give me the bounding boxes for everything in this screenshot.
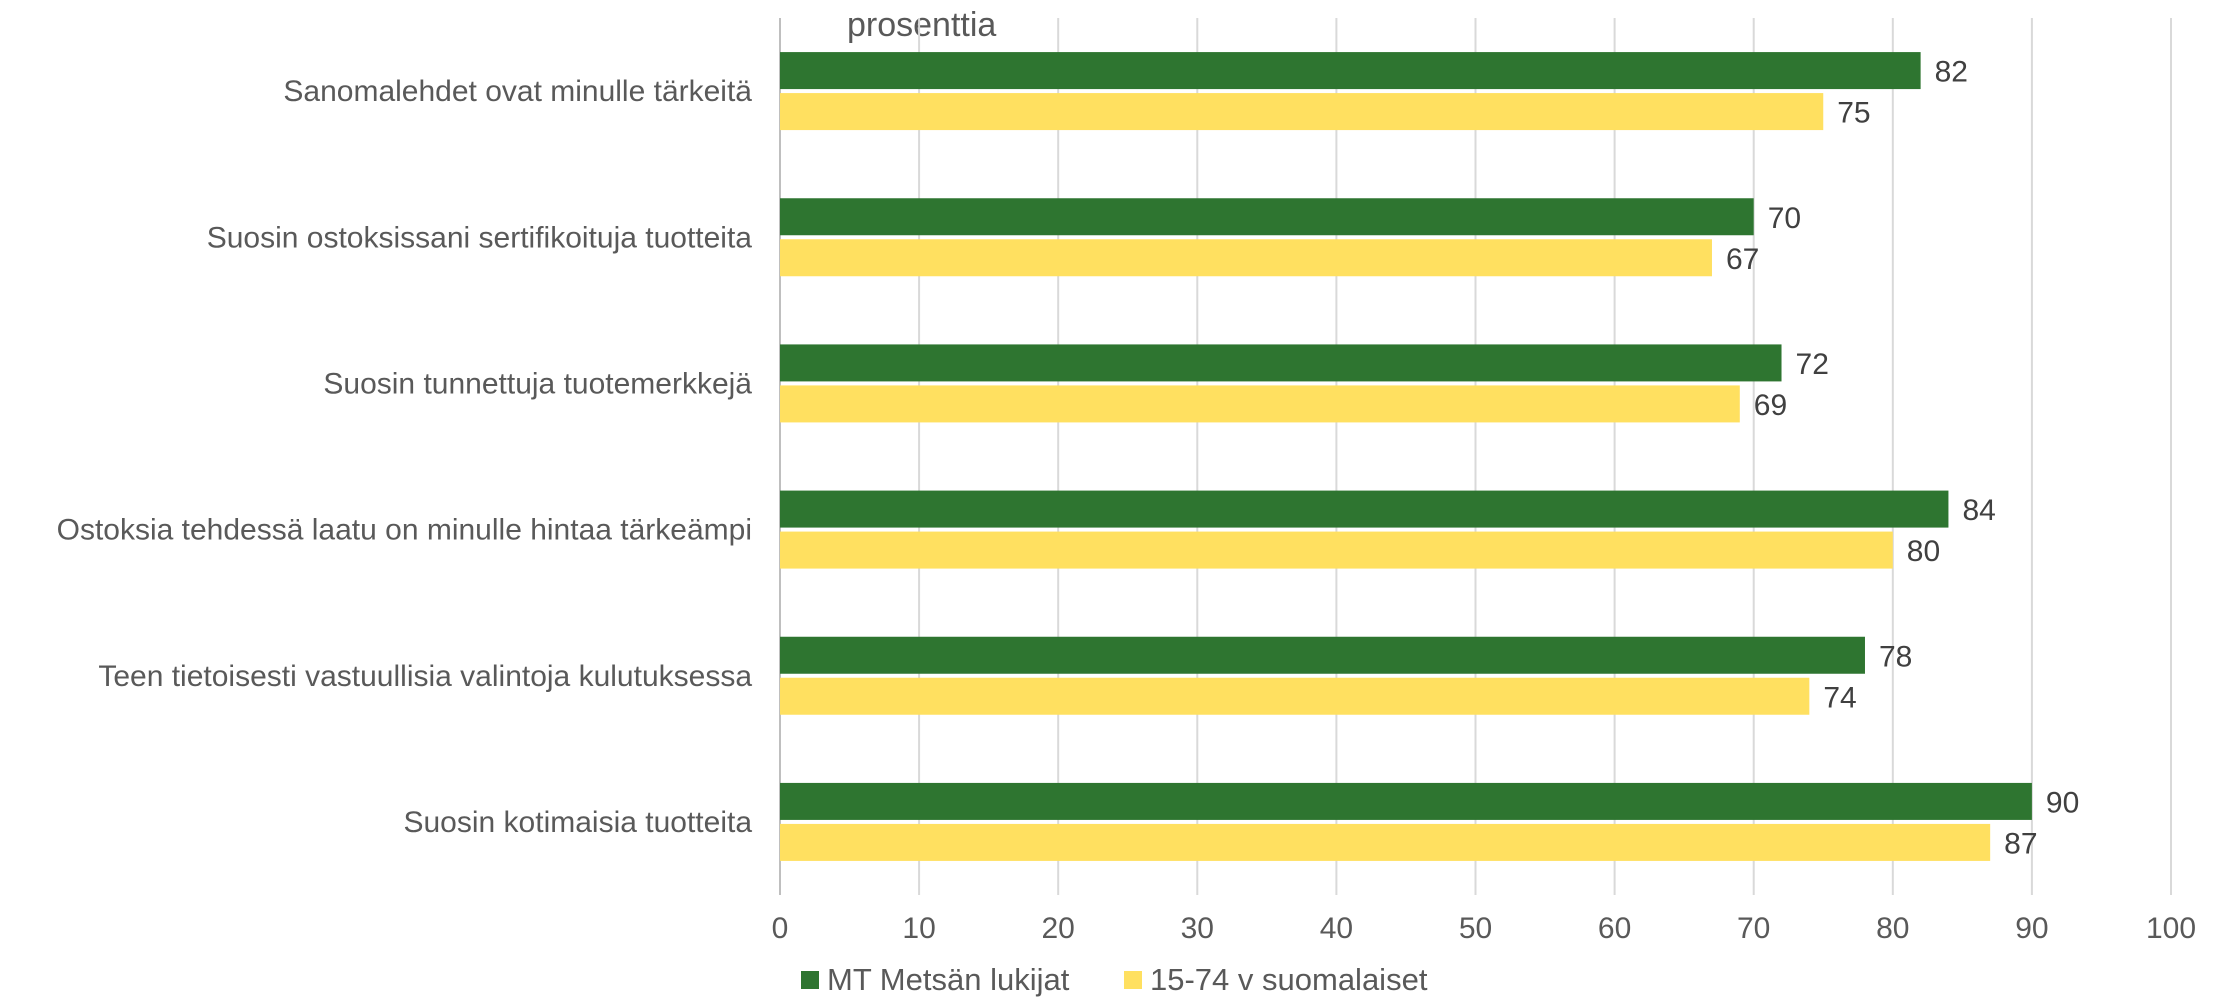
x-tick-label-70: 70 [1737,912,1770,945]
bar-series-1 [780,52,1921,90]
legend-label-series-2: 15-74 v suomalaiset [1150,962,1428,997]
x-tick-label-30: 30 [1181,912,1214,945]
bar-series-2 [780,93,1824,131]
bar-series-1 [780,344,1782,382]
x-tick-label-40: 40 [1320,912,1353,945]
x-tick-label-80: 80 [1876,912,1909,945]
bar-series-1 [780,782,2032,820]
x-tick-label-0: 0 [772,912,789,945]
category-label: Teen tietoisesti vastuullisia valintoja … [98,660,752,693]
x-tick-label-50: 50 [1459,912,1492,945]
bar-series-2 [780,385,1740,423]
category-label: Suosin kotimaisia tuotteita [403,806,752,839]
bar-series-1 [780,636,1865,674]
category-label: Suosin tunnettuja tuotemerkkejä [323,367,752,400]
data-label-series-2: 67 [1726,243,1759,276]
bar-series-2 [780,531,1893,569]
gridlines [779,18,2172,895]
x-tick-label-60: 60 [1598,912,1631,945]
x-tick-label-20: 20 [1042,912,1075,945]
data-label-series-2: 69 [1754,389,1787,422]
bar-series-1 [780,198,1754,236]
unit-label: prosenttia [847,6,996,44]
legend-swatch-series-2 [1124,971,1142,989]
category-label: Sanomalehdet ovat minulle tärkeitä [283,75,752,108]
data-label-series-1: 84 [1962,494,1995,527]
x-tick-label-10: 10 [902,912,935,945]
data-label-series-1: 72 [1796,348,1829,381]
data-label-series-2: 80 [1907,535,1940,568]
legend-item-series-2: 15-74 v suomalaiset [1124,962,1427,998]
data-label-series-1: 78 [1879,640,1912,673]
category-label: Ostoksia tehdessä laatu on minulle hinta… [57,514,752,547]
data-label-series-2: 87 [2004,827,2037,860]
bar-series-2 [780,823,1991,861]
x-tick-label-100: 100 [2146,912,2196,945]
data-label-series-1: 82 [1935,56,1968,89]
x-tick-label-90: 90 [2015,912,2048,945]
bar-series-2 [780,239,1712,277]
labels: 0 10 20 30 40 50 60 70 80 90 100 Sanomalehdet ovat … [57,56,2196,945]
data-label-series-1: 90 [2046,786,2079,819]
bar-series-1 [780,490,1949,528]
bars [780,52,2032,861]
legend-item-series-1: MT Metsän lukijat [801,962,1069,998]
data-label-series-2: 74 [1823,681,1856,714]
data-label-series-2: 75 [1837,97,1870,130]
category-label: Suosin ostoksissani sertifikoituja tuott… [207,221,753,254]
legend-swatch-series-1 [801,971,819,989]
data-label-series-1: 70 [1768,202,1801,235]
bar-series-2 [780,677,1810,715]
legend-label-series-1: MT Metsän lukijat [827,962,1070,997]
